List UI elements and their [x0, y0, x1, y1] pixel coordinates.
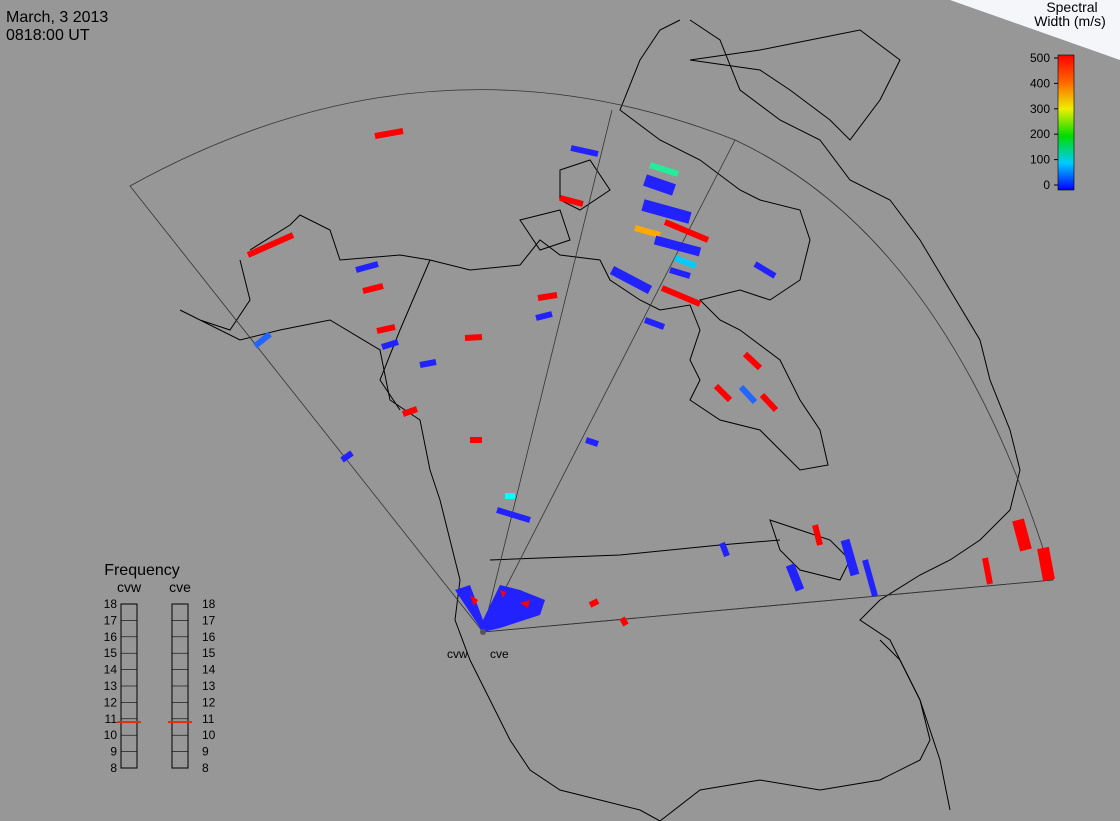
- frequency-tick-label: 16: [104, 630, 118, 644]
- frequency-tick-label: 18: [104, 597, 118, 611]
- field-of-view: [129, 89, 1054, 633]
- colorbar: [1057, 54, 1075, 191]
- echo: [649, 162, 679, 177]
- echo: [719, 541, 730, 558]
- polar-cap: [950, 0, 1120, 60]
- echo: [559, 195, 584, 207]
- frequency-tick-label: 11: [105, 712, 118, 726]
- echo: [785, 563, 805, 592]
- echo: [585, 437, 599, 447]
- frequency-panel: cvw 8 9 10 11 12 13 14 15 16 17 18 cve 8 9 10 11 12 13 14 15…: [104, 579, 216, 775]
- echo: [609, 266, 653, 294]
- echo: [840, 538, 860, 577]
- frequency-tick-label: 16: [202, 630, 216, 644]
- echo: [374, 128, 404, 139]
- echo: [401, 406, 419, 417]
- echo: [535, 311, 553, 321]
- echo: [537, 292, 558, 301]
- date: March, 3 2013: [6, 9, 108, 26]
- frequency-tick-label: 8: [110, 761, 117, 775]
- frequency-tick-label: 11: [202, 712, 215, 726]
- echo: [634, 225, 661, 238]
- frequency-tick-label: 10: [202, 728, 216, 742]
- echo: [738, 384, 758, 405]
- frequency-tick-label: 9: [110, 745, 117, 759]
- echo: [753, 261, 777, 279]
- time: 0818:00 UT: [6, 27, 90, 44]
- echo: [812, 524, 823, 546]
- echo: [362, 283, 384, 294]
- echo: [663, 219, 710, 243]
- echo: [376, 324, 396, 334]
- colorbar-ticks: 0 100 200 300 400 500: [1030, 51, 1058, 192]
- frequency-tick-label: 13: [104, 679, 118, 693]
- echo: [641, 199, 692, 224]
- echo: [355, 261, 379, 273]
- echo: [982, 557, 993, 585]
- echo: [381, 339, 399, 350]
- echo: [653, 235, 702, 257]
- echo: [669, 267, 691, 279]
- echo: [496, 507, 531, 523]
- echo: [660, 285, 702, 307]
- echo: [1037, 546, 1055, 582]
- echoes: [246, 128, 1055, 632]
- frequency-tick-label: 17: [202, 613, 216, 627]
- site-label: cve: [490, 647, 509, 661]
- echo: [619, 616, 629, 627]
- colorbar-title: Width (m/s): [1034, 13, 1106, 29]
- frequency-tick-label: 17: [104, 613, 118, 627]
- frequency-tick-label: 14: [202, 663, 216, 677]
- echo: [419, 359, 437, 368]
- radar-site: [480, 629, 486, 635]
- echo: [643, 317, 666, 330]
- echo: [570, 145, 599, 157]
- echo: [862, 559, 878, 597]
- echo: [464, 334, 483, 341]
- colorbar-tick-label: 300: [1030, 102, 1050, 116]
- radar-name: cvw: [117, 579, 142, 595]
- echo: [673, 255, 698, 269]
- colorbar-title: Spectral: [1046, 0, 1097, 15]
- frequency-tick-label: 15: [202, 646, 216, 660]
- echo: [253, 331, 272, 349]
- colorbar-tick-label: 400: [1030, 76, 1050, 90]
- frequency-tick-label: 13: [202, 679, 216, 693]
- near-range-echoes: [455, 585, 545, 632]
- colorbar-tick-label: 100: [1030, 153, 1050, 167]
- frequency-tick-label: 14: [104, 663, 118, 677]
- coastlines: [179, 19, 1021, 821]
- colorbar-tick-label: 500: [1030, 51, 1050, 65]
- frequency-title: Frequency: [104, 562, 180, 579]
- site-label: cvw: [447, 647, 468, 661]
- radar-name: cve: [169, 579, 191, 595]
- echo: [643, 174, 676, 196]
- frequency-tick-label: 12: [104, 695, 118, 709]
- echo: [246, 232, 295, 258]
- frequency-tick-label: 18: [202, 597, 216, 611]
- colorbar-tick-label: 200: [1030, 127, 1050, 141]
- echo: [759, 392, 779, 413]
- echo: [742, 351, 763, 371]
- frequency-tick-label: 15: [104, 646, 118, 660]
- echo: [588, 598, 600, 608]
- frequency-tick-label: 12: [202, 695, 216, 709]
- frequency-tick-label: 10: [104, 728, 118, 742]
- echo: [340, 450, 354, 463]
- echo: [713, 383, 733, 403]
- frequency-tick-label: 8: [202, 761, 209, 775]
- echo: [1012, 518, 1032, 552]
- colorbar-tick-label: 0: [1043, 178, 1050, 192]
- frequency-tick-label: 9: [202, 745, 209, 759]
